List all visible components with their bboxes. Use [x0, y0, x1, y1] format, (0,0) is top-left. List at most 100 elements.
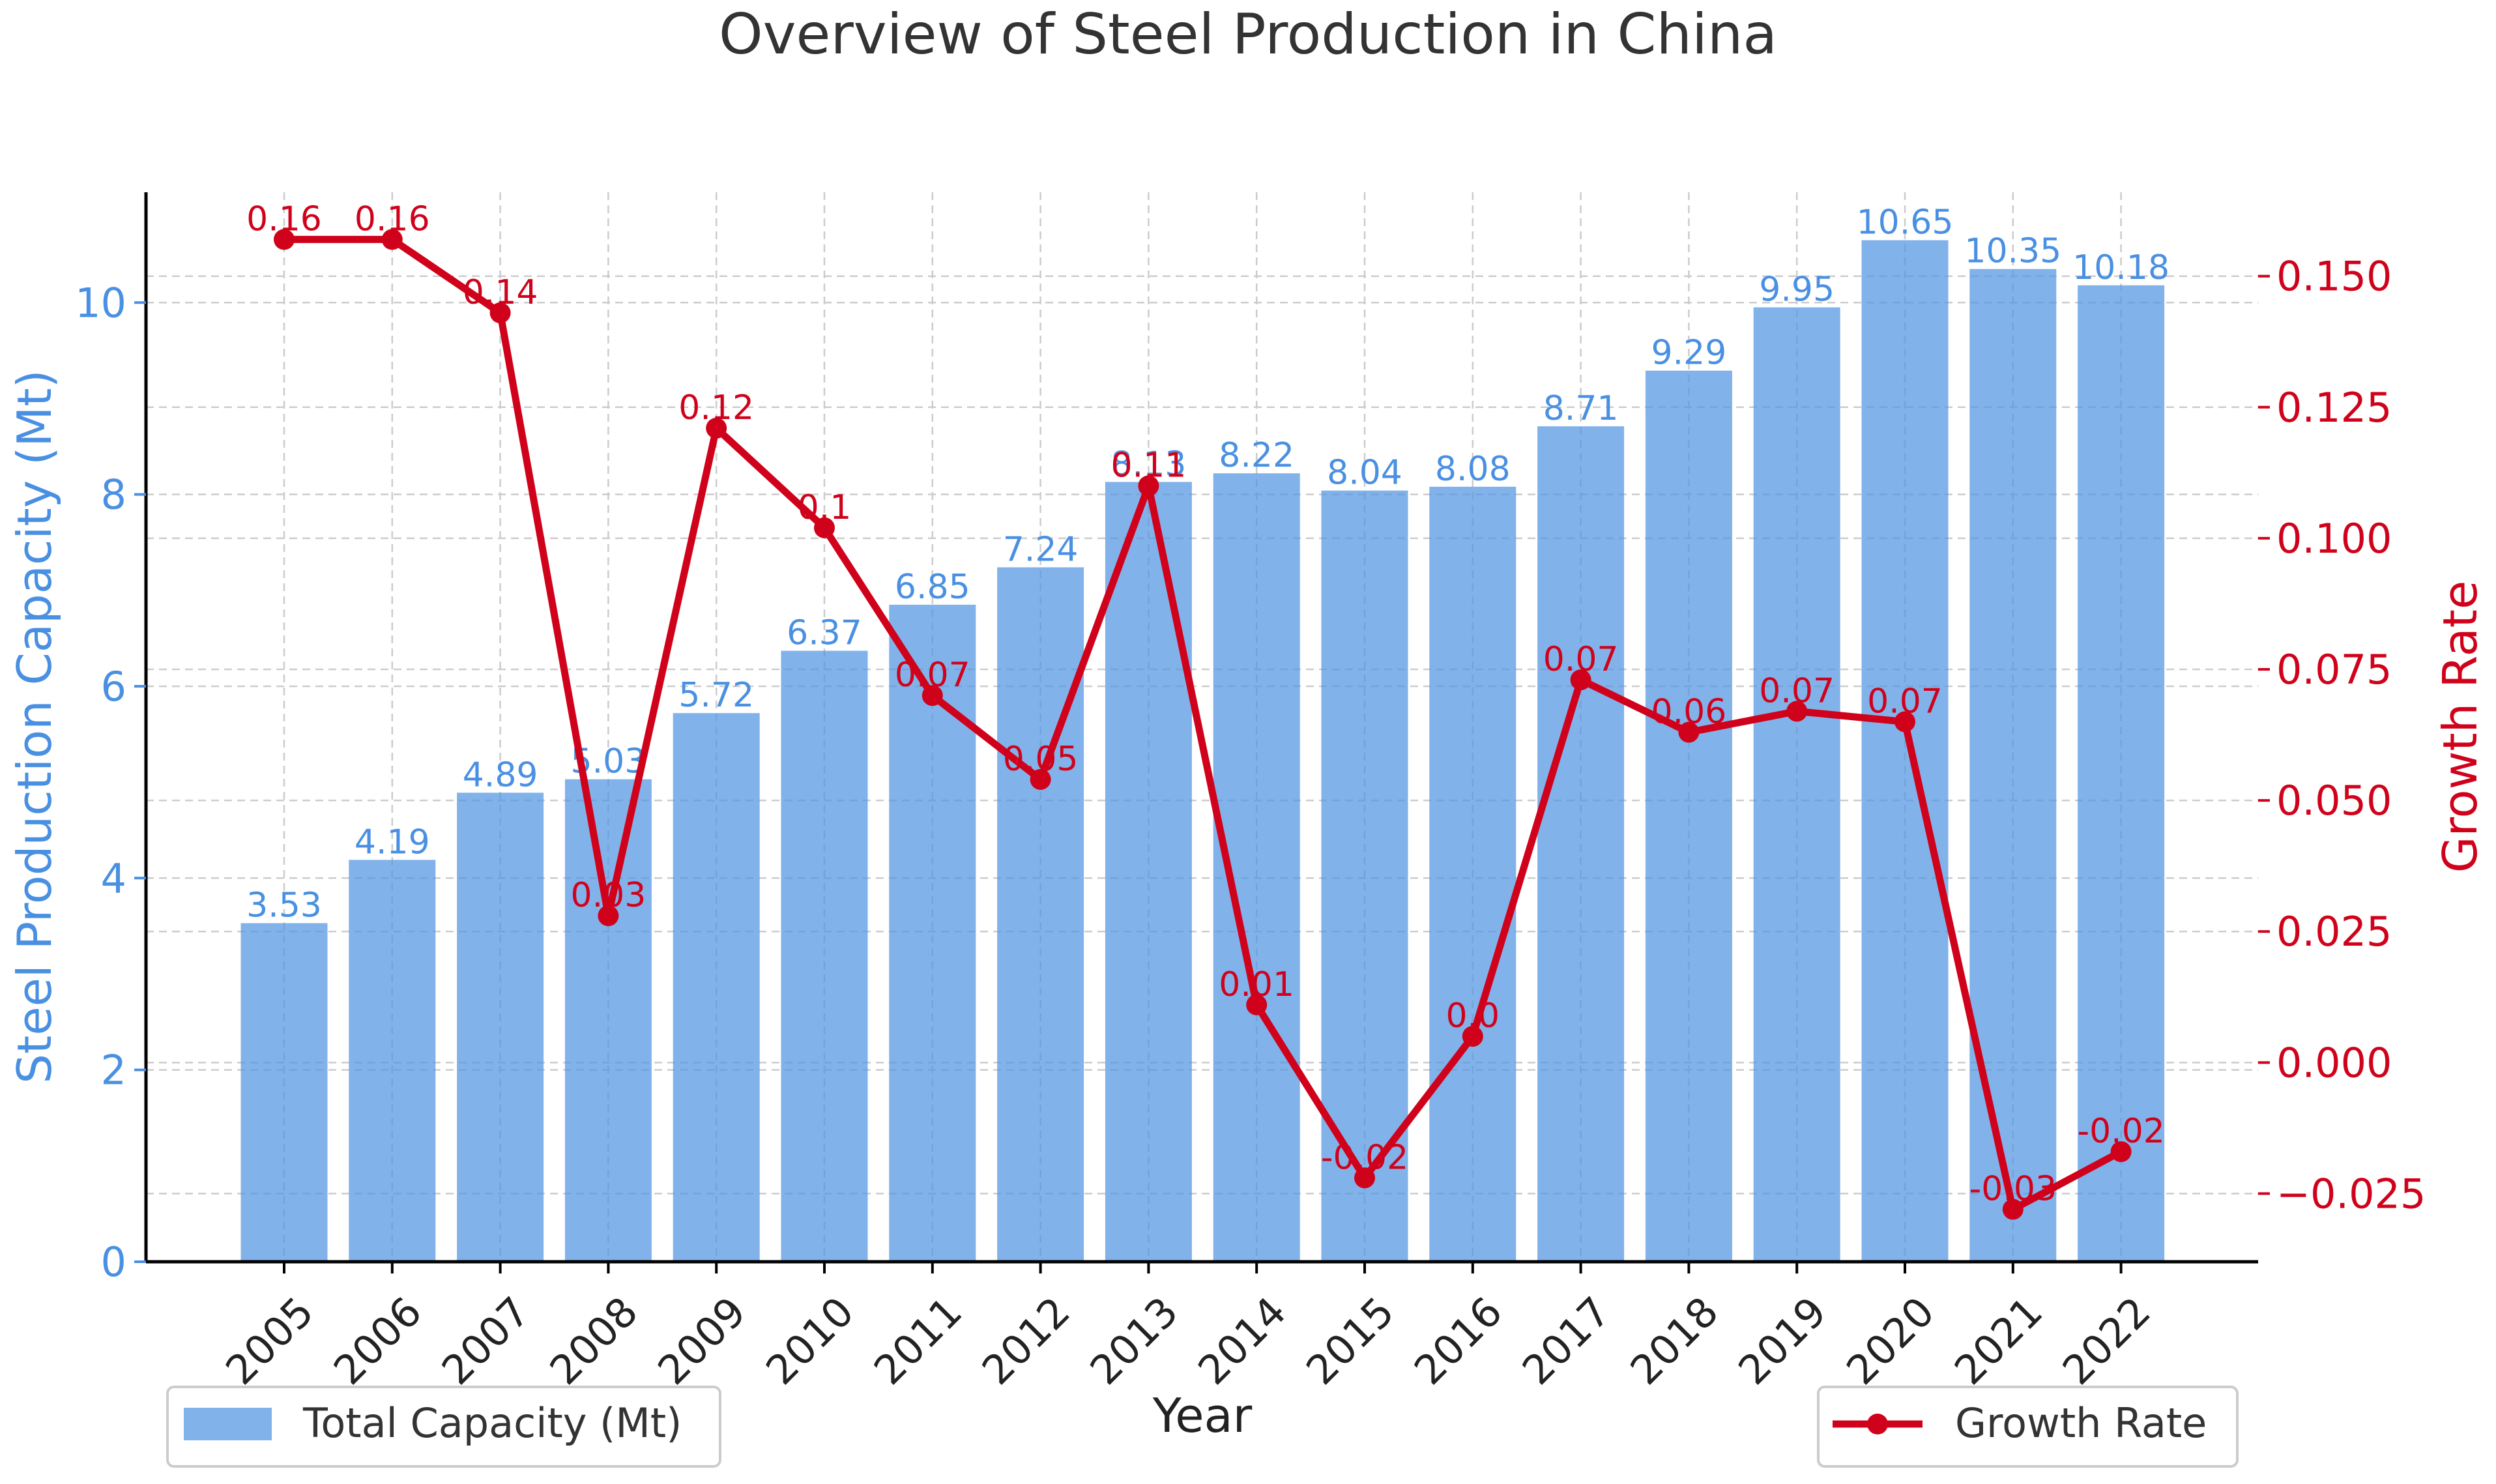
growth-point-2010	[814, 517, 835, 538]
capacity-bar-2018	[1645, 370, 1732, 1262]
right-y-tick-label: 0.050	[2276, 777, 2392, 824]
x-tick-label-2016: 2016	[1405, 1288, 1511, 1394]
capacity-label-2016: 8.08	[1435, 450, 1511, 489]
growth-point-2011	[921, 685, 943, 706]
x-tick-label-2007: 2007	[433, 1288, 539, 1394]
legend-growth: Growth Rate	[1817, 1386, 2239, 1468]
right-y-tick-label: 0.150	[2276, 253, 2392, 300]
capacity-bar-2022	[2078, 285, 2165, 1262]
capacity-label-2021: 10.35	[1964, 232, 2061, 271]
capacity-bar-2010	[781, 650, 868, 1262]
growth-rate-series: 0.16 0.16 0.14 0.03 0.12 0.1 0.07 0.05 0.11 0.01 -…	[246, 199, 2165, 1220]
capacity-label-2007: 4.89	[463, 755, 538, 794]
capacity-bar-labels: 3.534.194.89 5.035.726.376.857.248.13 8.22…	[246, 203, 2169, 925]
right-y-tick-label: 0.000	[2276, 1039, 2392, 1086]
capacity-label-2006: 4.19	[355, 822, 430, 862]
capacity-bars	[240, 240, 2165, 1262]
growth-label-2009: 0.12	[678, 388, 754, 428]
x-tick-label-2005: 2005	[216, 1288, 323, 1394]
growth-label-2006: 0.16	[355, 199, 430, 239]
growth-point-2021	[2002, 1199, 2024, 1220]
x-tick-label-2013: 2013	[1081, 1288, 1187, 1394]
left-y-ticks: 0 2 4 6 8 10	[75, 279, 146, 1286]
x-tick-label-2012: 2012	[973, 1288, 1079, 1394]
x-tick-label-2021: 2021	[1945, 1288, 2052, 1394]
growth-label-2019: 0.07	[1759, 671, 1835, 710]
x-tick-label-2020: 2020	[1837, 1288, 1943, 1394]
left-y-tick-label: 6	[101, 663, 126, 710]
legend-growth-label: Growth Rate	[1955, 1399, 2207, 1447]
left-y-tick-label: 8	[101, 471, 126, 519]
x-tick-label-2018: 2018	[1621, 1288, 1727, 1394]
capacity-bar-2021	[1969, 269, 2057, 1262]
capacity-bar-2013	[1105, 482, 1192, 1262]
growth-label-2013: 0.11	[1111, 446, 1187, 485]
growth-point-2017	[1570, 669, 1591, 691]
capacity-label-2005: 3.53	[246, 886, 322, 925]
capacity-bar-2006	[349, 860, 436, 1262]
capacity-bar-2020	[1861, 240, 1949, 1262]
growth-label-2015: -0.02	[1321, 1138, 1409, 1177]
growth-point-2022	[2110, 1141, 2132, 1163]
legend-capacity-swatch	[184, 1408, 272, 1440]
growth-label-2022: -0.02	[2077, 1112, 2165, 1151]
capacity-label-2022: 10.18	[2072, 248, 2169, 287]
capacity-bar-2017	[1537, 426, 1625, 1262]
growth-label-2014: 0.01	[1219, 965, 1294, 1004]
capacity-bar-2012	[997, 567, 1084, 1262]
growth-point-2006	[381, 229, 403, 250]
growth-label-2010: 0.1	[798, 488, 852, 527]
growth-point-2014	[1246, 994, 1268, 1015]
right-y-tick-label: 0.125	[2276, 384, 2392, 431]
left-y-tick-label: 4	[101, 854, 126, 902]
left-y-tick-label: 0	[101, 1238, 126, 1286]
x-tick-label-2008: 2008	[540, 1288, 646, 1394]
capacity-label-2015: 8.04	[1327, 454, 1402, 493]
growth-label-2018: 0.06	[1651, 693, 1727, 732]
x-tick-label-2019: 2019	[1729, 1288, 1835, 1394]
right-y-tick-label: 0.100	[2276, 515, 2392, 562]
x-tick-label-2010: 2010	[757, 1288, 863, 1394]
capacity-label-2017: 8.71	[1543, 389, 1619, 428]
growth-point-2012	[1030, 768, 1051, 790]
growth-label-2017: 0.07	[1543, 640, 1619, 679]
legend-capacity-box	[166, 1386, 721, 1468]
capacity-bar-2009	[673, 713, 760, 1262]
growth-point-2009	[706, 417, 727, 439]
growth-point-2013	[1138, 475, 1159, 497]
growth-point-2007	[489, 302, 511, 324]
x-tick-label-2015: 2015	[1297, 1288, 1403, 1394]
capacity-label-2019: 9.95	[1759, 270, 1835, 310]
growth-point-2019	[1786, 701, 1808, 722]
growth-label-2005: 0.16	[246, 199, 322, 239]
growth-label-2011: 0.07	[895, 656, 970, 695]
capacity-label-2012: 7.24	[1003, 530, 1079, 569]
x-tick-label-2022: 2022	[2053, 1288, 2160, 1394]
growth-point-2005	[274, 229, 295, 250]
capacity-bar-2007	[457, 793, 544, 1262]
growth-point-2020	[1894, 711, 1915, 733]
left-y-tick-label: 10	[75, 279, 126, 327]
growth-label-2008: 0.03	[571, 876, 646, 915]
capacity-label-2018: 9.29	[1651, 334, 1727, 373]
growth-label-2007: 0.14	[463, 273, 538, 312]
growth-label-2020: 0.07	[1867, 682, 1943, 721]
legend-capacity-label: Total Capacity (Mt)	[302, 1399, 682, 1447]
growth-label-2016: 0.0	[1445, 997, 1500, 1036]
right-y-tick-label: −0.025	[2276, 1170, 2426, 1217]
right-y-tick-label: 0.075	[2276, 646, 2392, 693]
right-y-axis-label: Growth Rate	[2433, 581, 2488, 873]
growth-rate-line	[284, 235, 2123, 1214]
left-y-tick-label: 2	[101, 1047, 126, 1094]
left-y-axis-label: Steel Production Capacity (Mt)	[7, 370, 62, 1083]
x-tick-label-2006: 2006	[325, 1288, 431, 1394]
legend-capacity: Total Capacity (Mt)	[166, 1386, 721, 1468]
growth-point-2008	[598, 905, 619, 927]
x-ticks: 2005 2006 2007 2008 2009 2010 2011 2012 2013 2014…	[216, 1262, 2160, 1394]
x-axis-label: Year	[1152, 1388, 1253, 1443]
capacity-label-2014: 8.22	[1219, 436, 1294, 475]
x-tick-label-2009: 2009	[648, 1288, 755, 1394]
capacity-label-2020: 10.65	[1857, 203, 1954, 242]
growth-point-2018	[1678, 721, 1700, 743]
